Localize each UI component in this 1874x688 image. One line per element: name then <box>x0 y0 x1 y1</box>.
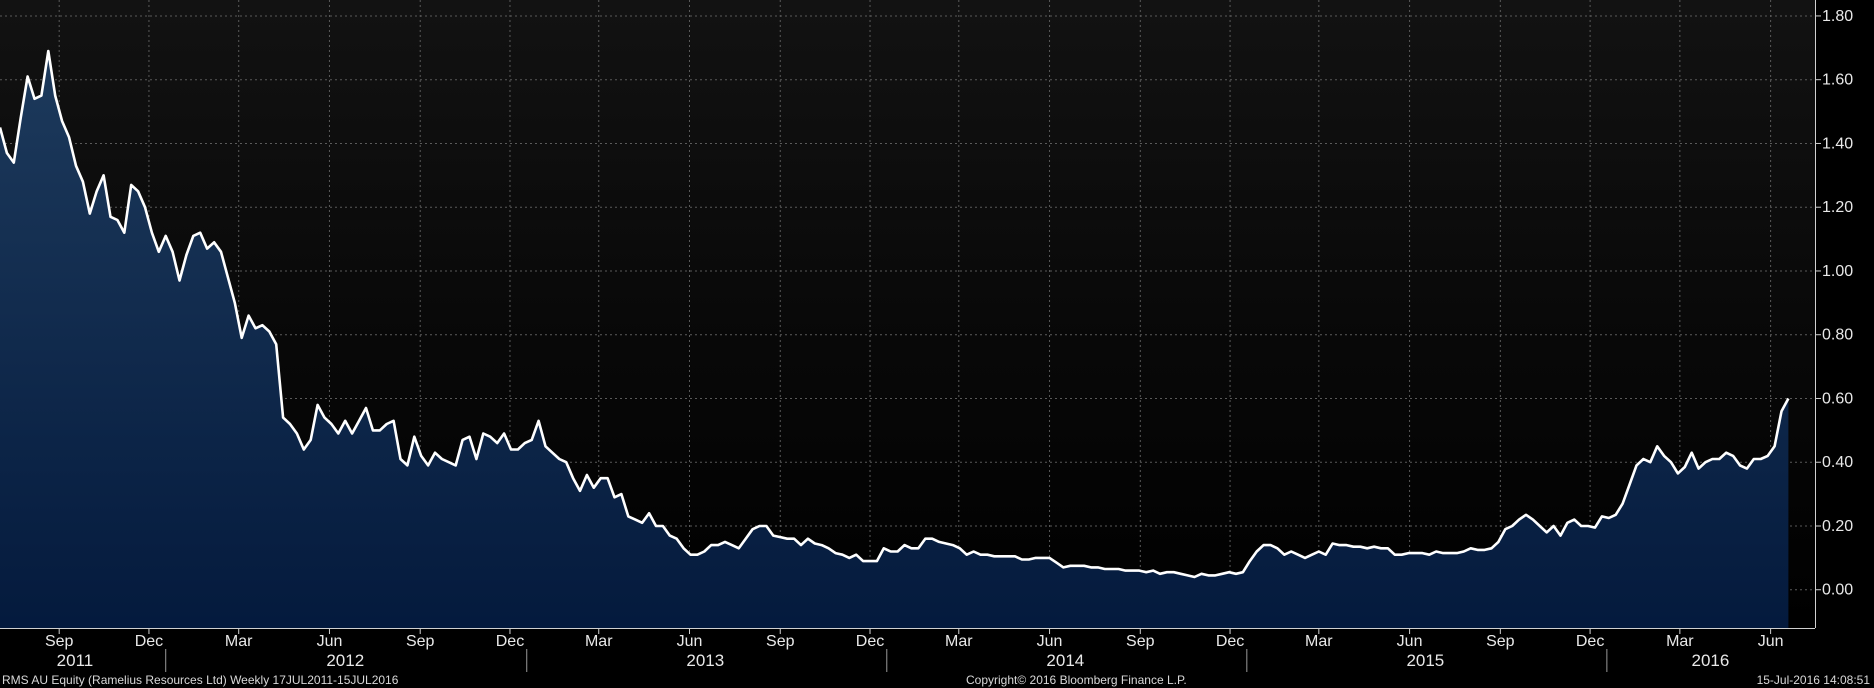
x-tick-label: Sep <box>45 633 74 650</box>
y-tick-label: 0.60 <box>1822 390 1853 407</box>
year-label: 2014 <box>1046 651 1084 670</box>
axes <box>0 0 1816 629</box>
x-tick-label: Dec <box>1216 633 1244 650</box>
x-tick-label: Dec <box>496 633 524 650</box>
year-label: 2016 <box>1692 651 1730 670</box>
year-label: 2015 <box>1406 651 1444 670</box>
x-tick-label: Mar <box>225 633 253 650</box>
y-tick-label: 1.60 <box>1822 72 1853 89</box>
y-tick-label: 0.20 <box>1822 518 1853 535</box>
x-tick-label: Dec <box>135 633 163 650</box>
y-tick-label: 0.80 <box>1822 327 1853 344</box>
y-tick-label: 0.00 <box>1822 582 1853 599</box>
y-tick-label: 1.20 <box>1822 199 1853 216</box>
x-axis-year-labels: 2011 2012 2013 2014 2015 2016 <box>57 649 1730 672</box>
x-tick-label: Dec <box>1576 633 1604 650</box>
y-tick-label: 1.00 <box>1822 263 1853 280</box>
footer-security-info: RMS AU Equity (Ramelius Resources Ltd) W… <box>2 673 399 687</box>
y-axis-tick-labels: 0.00 0.20 0.40 0.60 0.80 1.00 1.20 1.40 1.60 1.80 <box>1815 8 1853 599</box>
price-line <box>0 49 1790 579</box>
x-tick-label: Jun <box>1397 633 1423 650</box>
x-tick-label: Sep <box>1486 633 1515 650</box>
year-label: 2013 <box>686 651 724 670</box>
y-tick-label: 1.80 <box>1822 8 1853 25</box>
x-tick-label: Mar <box>1305 633 1333 650</box>
x-tick-label: Mar <box>1666 633 1694 650</box>
x-tick-label: Jun <box>317 633 343 650</box>
x-tick-label: Sep <box>766 633 795 650</box>
y-tick-label: 1.40 <box>1822 135 1853 152</box>
y-tick-label: 0.40 <box>1822 454 1853 471</box>
x-axis-tick-labels: Sep Dec Mar Jun Sep Dec Mar Jun Sep Dec Mar Jun Sep D… <box>45 628 1784 650</box>
footer-timestamp: 15-Jul-2016 14:08:51 <box>1756 673 1870 687</box>
footer-copyright: Copyright© 2016 Bloomberg Finance L.P. <box>966 673 1187 687</box>
price-area-fill <box>0 51 1789 628</box>
x-tick-label: Jun <box>677 633 703 650</box>
x-tick-label: Dec <box>856 633 884 650</box>
x-tick-label: Sep <box>1126 633 1155 650</box>
x-tick-label: Mar <box>945 633 973 650</box>
x-tick-label: Sep <box>406 633 435 650</box>
x-tick-label: Jun <box>1037 633 1063 650</box>
year-label: 2011 <box>57 651 94 670</box>
year-label: 2012 <box>326 651 364 670</box>
x-tick-label: Mar <box>585 633 613 650</box>
x-tick-label: Jun <box>1758 633 1784 650</box>
